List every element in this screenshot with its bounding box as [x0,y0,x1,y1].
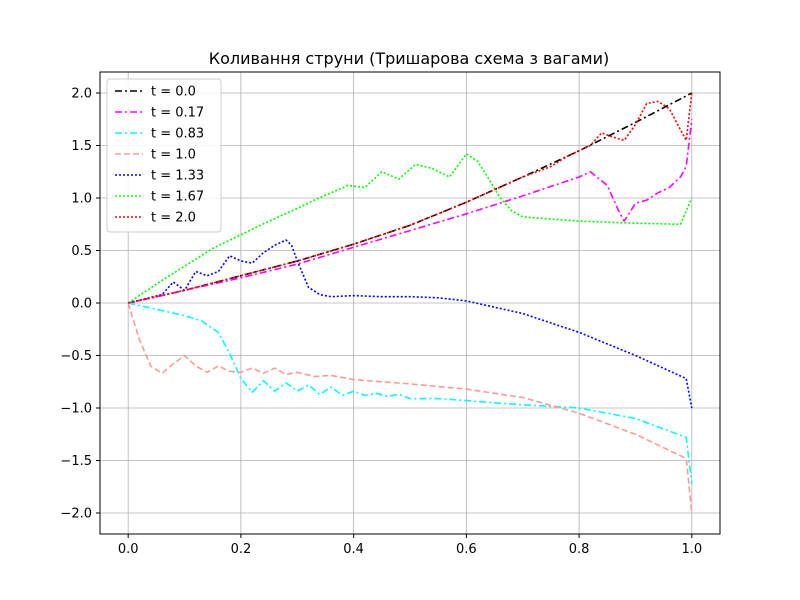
y-tick-label: 2.0 [71,87,92,102]
legend-label-0: t = 0.0 [151,85,196,100]
legend-label-5: t = 1.67 [151,190,204,205]
series-line-6 [128,92,693,304]
x-tick-label: 0.6 [456,542,477,557]
y-tick-label: 0.0 [71,297,92,312]
y-tick-label: −1.5 [60,454,92,469]
y-tick-label: −2.0 [60,507,92,522]
x-tick-label: 0.2 [231,542,252,557]
chart-title: Коливання струни (Тришарова схема з вага… [209,49,609,68]
series-line-3 [127,302,693,514]
plot-area [127,92,693,514]
y-tick-label: 1.5 [71,139,92,154]
series-line-1 [128,119,693,304]
grid-layer [100,72,720,534]
x-tick-label: 0.8 [569,542,590,557]
x-tick-label: 1.0 [681,542,702,557]
y-tick-label: −0.5 [60,349,92,364]
legend-label-6: t = 2.0 [151,211,196,226]
legend-label-4: t = 1.33 [151,169,204,184]
legend-label-2: t = 0.83 [151,127,204,142]
series-line-2 [128,302,693,484]
x-tick-label: 0.0 [118,542,139,557]
legend-label-1: t = 0.17 [151,106,204,121]
legend-label-3: t = 1.0 [151,148,196,163]
y-tick-label: 1.0 [71,192,92,207]
legend: t = 0.0 t = 0.17 t = 0.83 t = 1.0 t = 1.33 t … [106,78,222,233]
axis-layer: 0.0 0.2 0.4 0.6 0.8 1.0 −2.0 −1.5 −1.0 −0.5 0.0 0.5… [60,87,702,558]
series-line-4 [128,239,693,409]
series-line-5 [127,153,693,304]
x-tick-label: 0.4 [343,542,364,557]
y-tick-label: 0.5 [71,244,92,259]
y-tick-label: −1.0 [60,402,92,417]
legend-box [106,78,222,233]
